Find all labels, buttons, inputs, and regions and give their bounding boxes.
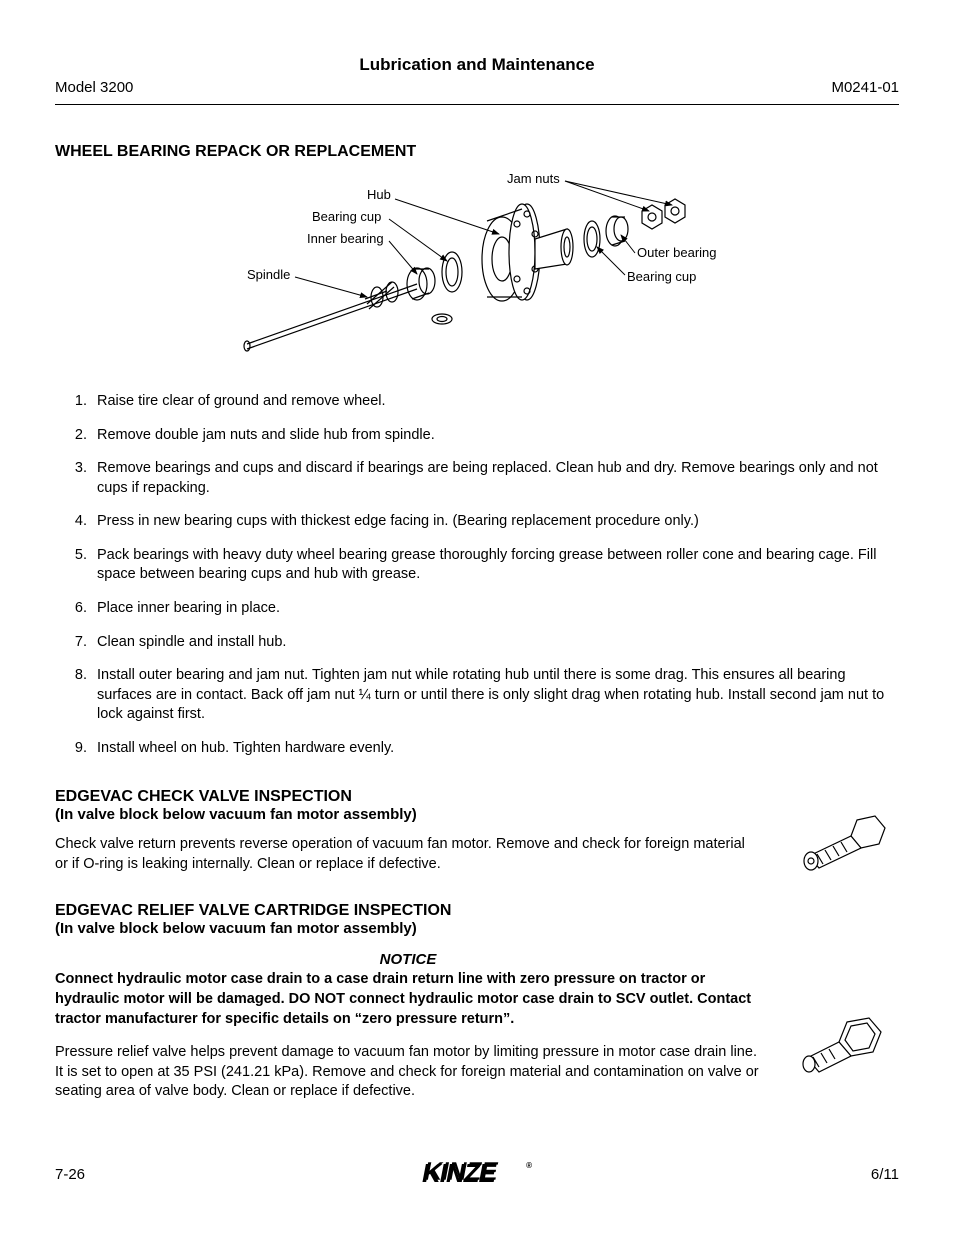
label-jam-nuts: Jam nuts: [507, 171, 560, 186]
notice-label: NOTICE: [55, 951, 761, 968]
step-item: Pack bearings with heavy duty wheel bear…: [91, 546, 899, 585]
checkvalve-title: EDGEVAC CHECK VALVE INSPECTION: [55, 788, 761, 806]
reliefvalve-body: Pressure relief valve helps prevent dama…: [55, 1043, 761, 1102]
step-item: Install wheel on hub. Tighten hardware e…: [91, 739, 899, 759]
step-item: Remove double jam nuts and slide hub fro…: [91, 426, 899, 446]
step-item: Place inner bearing in place.: [91, 599, 899, 619]
hub-assembly-diagram: Jam nuts Hub Bearing cup Inner bearing S…: [217, 169, 737, 369]
checkvalve-section: EDGEVAC CHECK VALVE INSPECTION (In valve…: [55, 788, 899, 886]
reliefvalve-title: EDGEVAC RELIEF VALVE CARTRIDGE INSPECTIO…: [55, 902, 761, 920]
reliefvalve-image: [779, 902, 899, 1087]
svg-text:KINZE: KINZE: [422, 1158, 497, 1188]
page-footer: 7-26 KINZE KINZE ® 6/11: [55, 1154, 899, 1195]
wheel-bearing-steps: Raise tire clear of ground and remove wh…: [55, 392, 899, 758]
footer-logo: KINZE KINZE ®: [85, 1154, 871, 1195]
wheel-bearing-title: WHEEL BEARING REPACK OR REPLACEMENT: [55, 143, 899, 161]
step-item: Press in new bearing cups with thickest …: [91, 512, 899, 532]
step-item: Clean spindle and install hub.: [91, 633, 899, 653]
label-inner-bearing: Inner bearing: [307, 231, 384, 246]
footer-page: 7-26: [55, 1166, 85, 1183]
header-section-title: Lubrication and Maintenance: [55, 55, 899, 75]
notice-body: Connect hydraulic motor case drain to a …: [55, 970, 761, 1029]
reliefvalve-subtitle: (In valve block below vacuum fan motor a…: [55, 920, 761, 937]
step-item: Install outer bearing and jam nut. Tight…: [91, 666, 899, 725]
checkvalve-subtitle: (In valve block below vacuum fan motor a…: [55, 806, 761, 823]
page: Lubrication and Maintenance Model 3200 M…: [0, 0, 954, 1235]
header-model: Model 3200: [55, 79, 133, 96]
header-rule: [55, 104, 899, 105]
header-docnum: M0241-01: [831, 79, 899, 96]
step-item: Remove bearings and cups and discard if …: [91, 459, 899, 498]
header-meta-row: Model 3200 M0241-01: [55, 79, 899, 96]
label-outer-bearing: Outer bearing: [637, 245, 717, 260]
checkvalve-body: Check valve return prevents reverse oper…: [55, 835, 761, 874]
label-bearing-cup-right: Bearing cup: [627, 269, 696, 284]
wheel-bearing-diagram: Jam nuts Hub Bearing cup Inner bearing S…: [55, 169, 899, 374]
label-bearing-cup-left: Bearing cup: [312, 209, 381, 224]
label-spindle: Spindle: [247, 267, 290, 282]
reliefvalve-section: EDGEVAC RELIEF VALVE CARTRIDGE INSPECTIO…: [55, 902, 899, 1113]
label-hub: Hub: [367, 187, 391, 202]
checkvalve-image: [779, 788, 899, 883]
step-item: Raise tire clear of ground and remove wh…: [91, 392, 899, 412]
svg-text:®: ®: [526, 1161, 532, 1170]
footer-date: 6/11: [871, 1166, 899, 1183]
page-header: Lubrication and Maintenance Model 3200 M…: [55, 55, 899, 96]
